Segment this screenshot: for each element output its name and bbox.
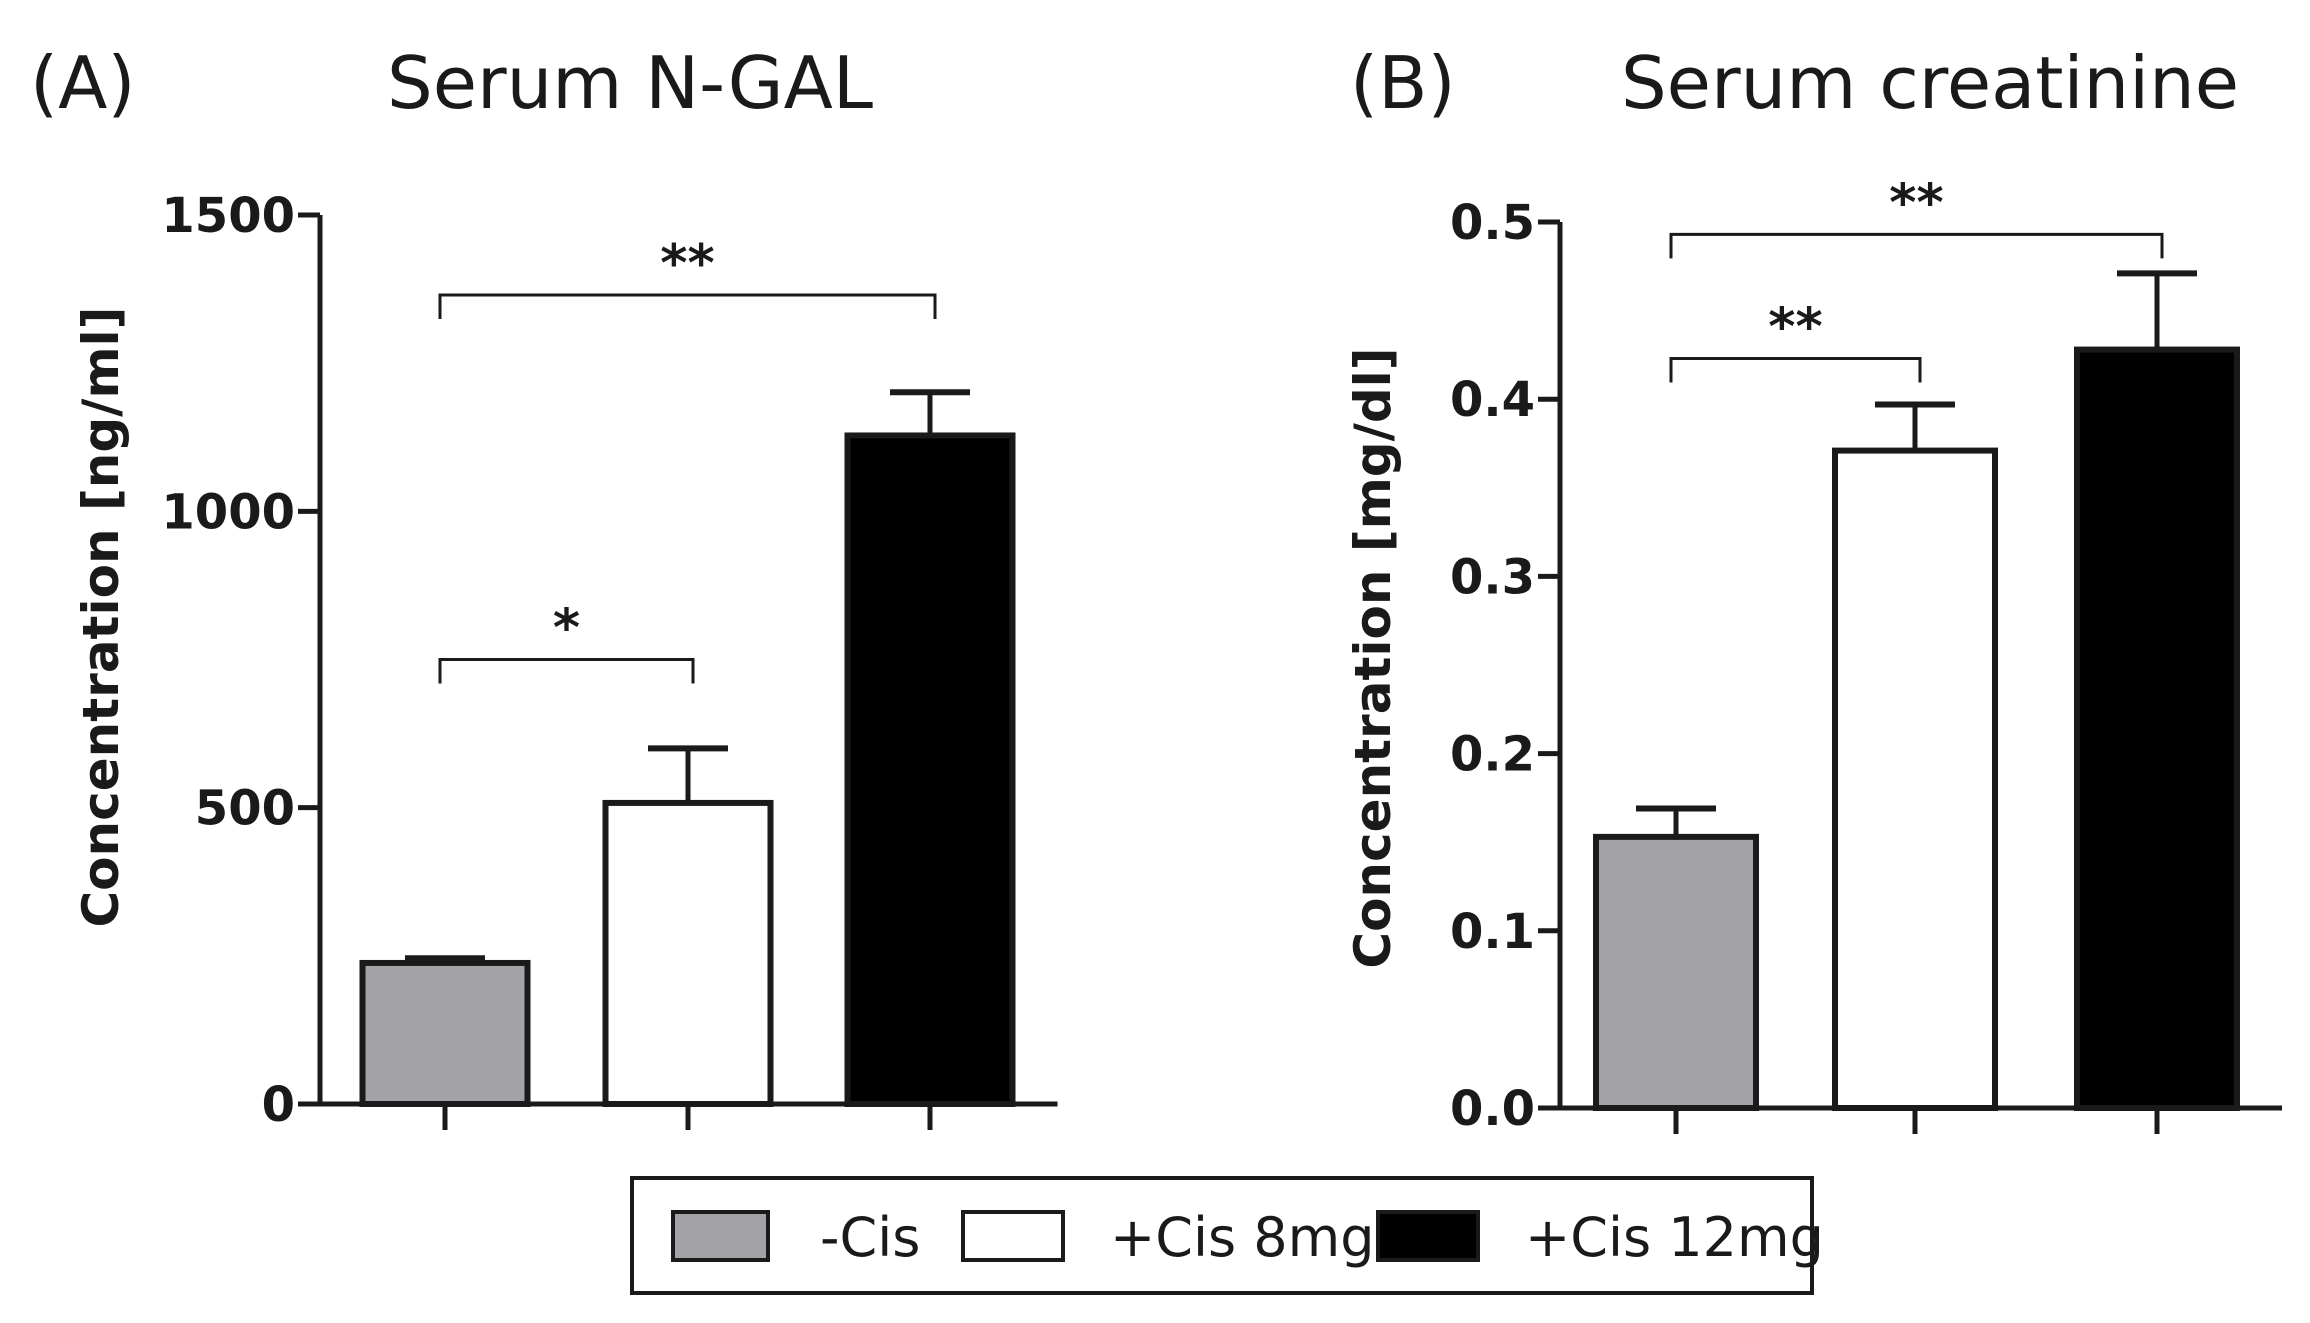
panel-b-y-tick-label: 0.5: [1450, 195, 1535, 251]
panel-b-bar-cis-8mg: [1832, 447, 1998, 1111]
panel-b-y-tick-label: 0.0: [1450, 1081, 1535, 1137]
panel-b-y-tick-label: 0.4: [1450, 372, 1535, 428]
panel-a-significance-bracket: [438, 658, 695, 684]
panel-a-y-tick-label: 1500: [161, 188, 295, 244]
panel-b-label: (B): [1350, 41, 1456, 125]
panel-a-y-tick-label: 500: [195, 781, 295, 837]
legend-label-cis-12mg: +Cis 12mg: [1525, 1206, 1824, 1269]
panel-b-plot: 0.0 0.1 0.2 0.3 0.4 0.5 ** **: [1450, 173, 2282, 1137]
panel-a-significance-label: **: [660, 234, 714, 294]
panel-a-significance-bracket: [438, 293, 937, 320]
panel-b-y-tick-label: 0.2: [1450, 727, 1535, 783]
panel-a-ylabel: Concentration [ng/ml]: [72, 306, 130, 927]
legend-swatch-neg-cis: [671, 1210, 770, 1262]
legend: -Cis +Cis 8mg +Cis 12mg: [630, 1176, 1824, 1295]
panel-a-label: (A): [30, 41, 135, 125]
panel-a-bar-cis-8mg: [602, 799, 774, 1108]
panel-a-bar-cis-12mg: [844, 432, 1016, 1107]
panel-b-ylabel: Concentration [mg/dl]: [1344, 347, 1402, 968]
legend-label-cis-8mg: +Cis 8mg: [1110, 1206, 1375, 1269]
panel-b-bar-neg-cis: [1593, 833, 1759, 1111]
legend-frame: [630, 1176, 1814, 1295]
panel-b-significance-label: **: [1768, 297, 1822, 357]
panel-b-y-tick-label: 0.1: [1450, 904, 1535, 960]
panel-b-significance-label: **: [1889, 173, 1943, 233]
panel-b-title: Serum creatinine: [1621, 41, 2239, 125]
panel-a-y-tick-label: 0: [262, 1077, 295, 1133]
panel-a-bar-neg-cis: [359, 959, 531, 1107]
panel-b-bar-cis-12mg: [2074, 346, 2240, 1112]
panel-a-title: Serum N-GAL: [387, 41, 873, 125]
panel-b-significance-bracket: [1669, 232, 2164, 259]
legend-label-neg-cis: -Cis: [820, 1206, 920, 1269]
panel-a-y-tick-label: 1000: [161, 484, 295, 540]
panel-b-significance-bracket: [1669, 356, 1922, 383]
panel-b-y-tick-label: 0.3: [1450, 549, 1535, 605]
legend-swatch-cis-12mg: [1376, 1210, 1480, 1262]
panel-a-significance-label: *: [553, 599, 580, 659]
legend-swatch-cis-8mg: [961, 1210, 1065, 1262]
